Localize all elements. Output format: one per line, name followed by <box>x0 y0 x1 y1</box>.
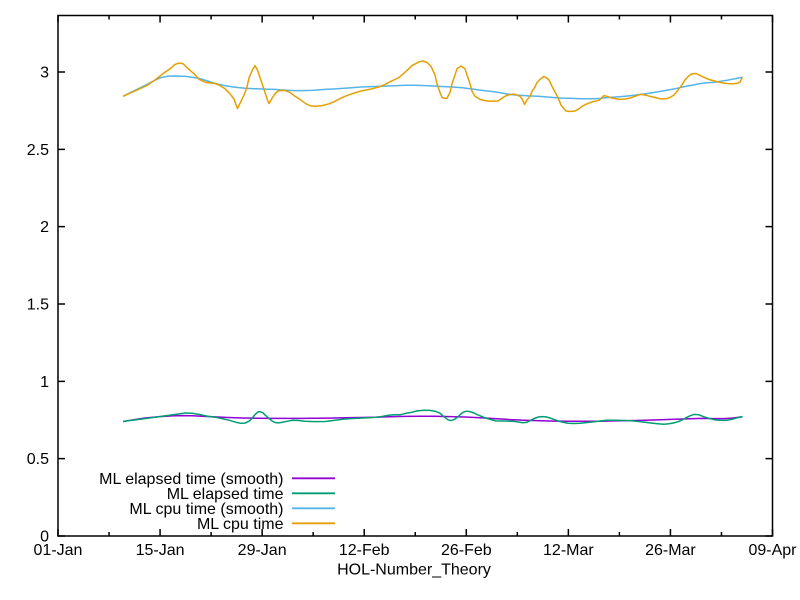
svg-text:ML cpu time (smooth): ML cpu time (smooth) <box>129 501 283 518</box>
svg-text:2: 2 <box>40 219 49 236</box>
svg-text:12-Feb: 12-Feb <box>339 542 390 559</box>
svg-text:HOL-Number_Theory: HOL-Number_Theory <box>337 562 491 579</box>
svg-text:12-Mar: 12-Mar <box>543 542 594 559</box>
svg-text:3: 3 <box>40 65 49 82</box>
svg-text:1.5: 1.5 <box>27 297 49 314</box>
svg-text:ML cpu time: ML cpu time <box>197 516 284 533</box>
svg-text:15-Jan: 15-Jan <box>136 542 185 559</box>
svg-text:ML elapsed time: ML elapsed time <box>167 486 284 503</box>
svg-text:0: 0 <box>40 529 49 546</box>
svg-text:ML elapsed time (smooth): ML elapsed time (smooth) <box>99 471 283 488</box>
svg-text:29-Jan: 29-Jan <box>238 542 287 559</box>
svg-text:26-Mar: 26-Mar <box>645 542 696 559</box>
svg-text:1: 1 <box>40 374 49 391</box>
svg-text:09-Apr: 09-Apr <box>748 542 797 559</box>
svg-text:01-Jan: 01-Jan <box>34 542 83 559</box>
svg-text:26-Feb: 26-Feb <box>441 542 492 559</box>
svg-text:0.5: 0.5 <box>27 451 49 468</box>
svg-text:2.5: 2.5 <box>27 142 49 159</box>
